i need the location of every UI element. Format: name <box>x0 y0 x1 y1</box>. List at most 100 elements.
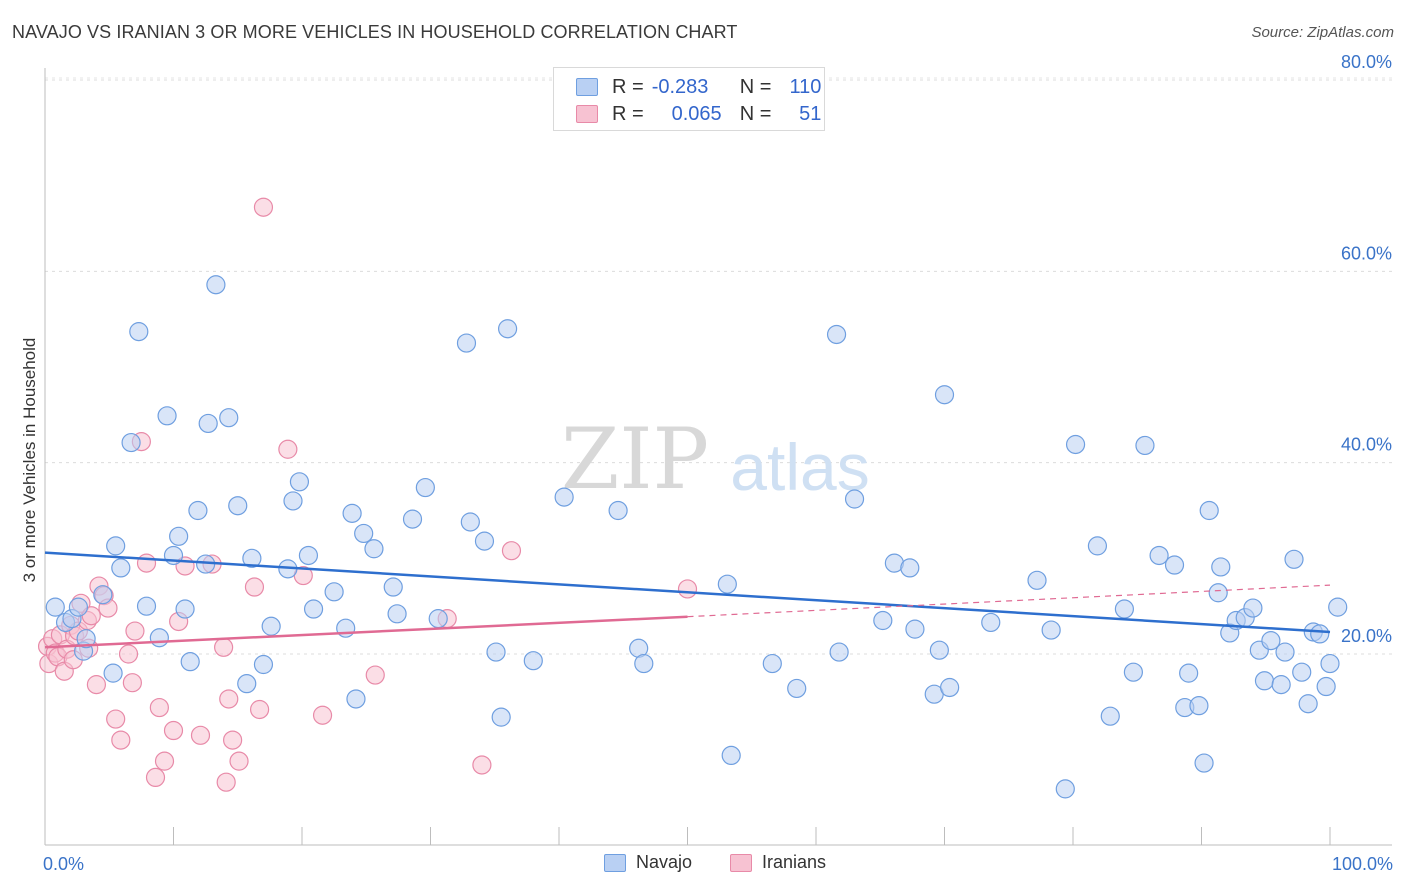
navajo-point <box>1189 696 1209 716</box>
iranians-point <box>145 767 166 788</box>
navajo-point <box>169 526 189 546</box>
navajo-point <box>1328 597 1348 617</box>
navajo-point <box>1316 676 1336 697</box>
navajo-point <box>253 654 274 675</box>
navajo-point <box>68 597 89 617</box>
grid <box>45 77 1392 655</box>
navajo-point <box>1271 675 1291 695</box>
navajo-point <box>228 496 248 516</box>
navajo-point <box>198 413 218 434</box>
legend-n-label: N = <box>739 75 772 98</box>
iranians-point <box>249 699 270 720</box>
source-label: Source: ZipAtlas.com <box>1251 24 1394 41</box>
y-axis-label: 3 or more Vehicles in Household <box>20 337 39 583</box>
navajo-point <box>261 616 281 636</box>
iranians-point <box>229 751 249 771</box>
legend-r-value: 0.065 <box>671 102 722 125</box>
y-tick-label: 20.0% <box>1341 626 1392 646</box>
navajo-point <box>298 545 319 566</box>
navajo-swatch <box>576 78 598 96</box>
iranians-trend-line <box>44 615 688 649</box>
navajo-point <box>929 640 949 660</box>
navajo-point <box>415 477 435 498</box>
navajo-point <box>93 585 113 605</box>
navajo-point <box>634 653 654 674</box>
iranians-point <box>253 197 274 217</box>
navajo-trend-line <box>44 551 1331 634</box>
navajo-point <box>149 628 169 648</box>
iranians-point <box>365 665 385 685</box>
navajo-point <box>206 275 226 295</box>
navajo-point <box>721 745 741 766</box>
iranians-point <box>677 579 698 599</box>
legend-n-label: N = <box>739 102 772 125</box>
navajo-point <box>1114 599 1135 619</box>
legend-r-value: -0.283 <box>651 75 709 98</box>
navajo-point <box>342 503 362 523</box>
navajo-point <box>829 642 849 662</box>
iranians-point <box>149 697 169 718</box>
iranians-point <box>136 553 157 573</box>
iranians-swatch <box>730 853 752 872</box>
navajo-point <box>219 408 239 428</box>
navajo-point <box>1298 694 1318 714</box>
y-tick-label: 80.0% <box>1341 52 1392 72</box>
navajo-point <box>45 597 65 617</box>
navajo-point <box>456 333 477 353</box>
iranians-point <box>219 689 239 709</box>
navajo-point <box>1135 435 1155 456</box>
navajo-point <box>136 596 157 616</box>
navajo-point <box>1275 642 1295 662</box>
navajo-point <box>303 599 324 619</box>
navajo-point <box>1100 706 1120 726</box>
navajo-point <box>981 612 1001 633</box>
iranians-point <box>118 644 139 664</box>
navajo-point <box>129 322 149 342</box>
navajo-point <box>1179 663 1199 683</box>
navajo-point <box>717 574 737 594</box>
iranians-point <box>106 709 126 729</box>
correlation-legend: R = -0.283 N = 110 R = 0.065 N = 51 <box>553 67 825 131</box>
navajo-point <box>762 653 782 674</box>
bottom-legend-iranians: Iranians <box>730 852 826 873</box>
navajo-point <box>289 472 310 492</box>
iranians-point <box>111 730 131 750</box>
iranians-point <box>472 755 492 775</box>
legend-r-label: R = <box>612 102 644 125</box>
navajo-legend-label: Navajo <box>636 852 693 872</box>
navajo-point <box>387 604 407 624</box>
navajo-point <box>106 536 126 556</box>
navajo-swatch <box>604 853 626 872</box>
iranians-point <box>223 730 243 750</box>
navajo-point <box>1027 570 1047 590</box>
legend-n-value: 110 <box>789 75 822 98</box>
chart-title: NAVAJO VS IRANIAN 3 OR MORE VEHICLES IN … <box>12 22 738 42</box>
navajo-point <box>324 582 344 602</box>
navajo-point <box>474 531 495 551</box>
navajo-point <box>1087 536 1108 556</box>
bottom-legend-navajo: Navajo <box>604 852 692 873</box>
navajo-point <box>1065 434 1086 455</box>
navajo-point <box>402 509 423 529</box>
navajo-point <box>121 432 141 453</box>
legend-row-iranians: R = 0.065 N = 51 <box>554 101 821 127</box>
watermark-zip: ZIP <box>561 410 709 508</box>
legend-row-navajo: R = -0.283 N = 110 <box>554 74 821 100</box>
navajo-point <box>103 663 123 683</box>
iranians-trend-extension <box>687 584 1331 618</box>
iranians-point <box>122 673 142 693</box>
iranians-legend-label: Iranians <box>762 852 827 872</box>
navajo-point <box>1194 753 1214 773</box>
watermark-atlas: atlas <box>730 430 869 504</box>
navajo-point <box>905 619 925 639</box>
navajo-point <box>1261 631 1281 651</box>
iranians-point <box>216 772 236 792</box>
navajo-point <box>1320 653 1340 674</box>
legend-n-value: 51 <box>799 102 822 125</box>
navajo-point <box>428 609 448 629</box>
navajo-point <box>1284 549 1304 569</box>
navajo-point <box>844 489 865 509</box>
iranians-point <box>190 725 211 745</box>
iranians-point <box>312 705 333 725</box>
trend-lines <box>44 551 1331 649</box>
